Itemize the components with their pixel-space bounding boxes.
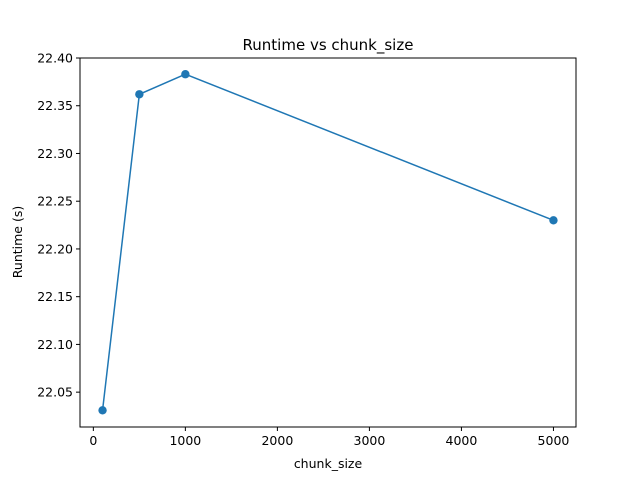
x-tick-label: 3000 <box>354 433 386 448</box>
y-axis: 22.05 22.10 22.15 22.20 22.25 22.30 22.35 22.40 <box>37 51 80 400</box>
data-point <box>98 406 107 415</box>
y-tick-label: 22.05 <box>37 385 73 400</box>
y-tick-label: 22.30 <box>37 146 73 161</box>
y-tick-label: 22.15 <box>37 289 73 304</box>
axes-frame <box>79 57 577 428</box>
data-point <box>135 90 144 99</box>
x-axis: 0 1000 2000 3000 4000 5000 <box>89 427 569 448</box>
y-tick-label: 22.10 <box>37 337 73 352</box>
y-axis-label: Runtime (s) <box>10 206 25 278</box>
data-point <box>549 216 558 225</box>
x-tick-label: 2000 <box>261 433 293 448</box>
x-axis-label: chunk_size <box>294 456 363 471</box>
x-tick-label: 5000 <box>538 433 570 448</box>
x-tick-label: 1000 <box>169 433 201 448</box>
data-point <box>181 70 190 79</box>
series-line <box>101 73 554 411</box>
y-tick-label: 22.40 <box>37 51 73 66</box>
plot-area <box>98 70 558 415</box>
x-tick-label: 4000 <box>446 433 478 448</box>
y-tick-label: 22.35 <box>37 98 73 113</box>
x-tick-label: 0 <box>89 433 97 448</box>
y-tick-label: 22.20 <box>37 241 73 256</box>
chart-title: Runtime vs chunk_size <box>243 36 414 55</box>
y-tick-label: 22.25 <box>37 194 73 209</box>
